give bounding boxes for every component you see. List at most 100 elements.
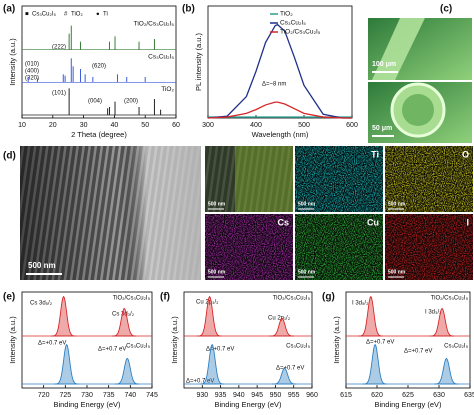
sem-shade xyxy=(20,146,201,280)
x-tick-label: 735 xyxy=(103,392,115,399)
y-axis-label: Intensity (a.u.) xyxy=(332,316,341,364)
plot-frame xyxy=(21,5,177,119)
series-label: TiO₂ xyxy=(161,86,174,93)
series-label: TiO₂/Cs₃Cu₂I₅ xyxy=(134,21,175,28)
annotation: Δ=+0.7 eV xyxy=(98,347,126,353)
series-label: Cs₃Cu₂I₅ xyxy=(148,53,174,60)
peak xyxy=(197,295,222,337)
x-tick-label: 940 xyxy=(233,392,245,399)
element-label: Ti xyxy=(371,149,379,159)
peak xyxy=(272,367,297,385)
scale-label: 500 nm xyxy=(28,261,56,270)
annotation: I 3d₅/₂ xyxy=(352,301,369,307)
x-tick-label: 40 xyxy=(111,122,119,129)
peak xyxy=(114,357,140,385)
element-label: Cs xyxy=(277,217,289,227)
x-axis-label: Wavelength (nm) xyxy=(252,130,309,139)
x-tick-label: 620 xyxy=(371,392,383,399)
x-tick-label: 725 xyxy=(59,392,71,399)
spectrum xyxy=(207,23,352,119)
peak xyxy=(269,317,295,337)
annotation: (400) xyxy=(25,69,39,75)
x-tick-label: 635 xyxy=(464,392,474,399)
annotation: Cs 3d₃/₂ xyxy=(112,312,135,318)
annotation: (010) xyxy=(25,62,39,68)
panel-label: (b) xyxy=(182,4,195,15)
annotation: (004) xyxy=(88,99,102,105)
peak xyxy=(51,295,76,337)
peak xyxy=(433,357,459,385)
x-tick-label: 730 xyxy=(81,392,93,399)
x-tick-label: 615 xyxy=(340,392,352,399)
legend-symbol: ● xyxy=(96,12,100,18)
x-tick-label: 600 xyxy=(346,122,358,129)
annotation: I 3d₃/₂ xyxy=(425,310,442,316)
eds-signal xyxy=(205,214,293,280)
y-axis-label: PL intensity (a.u.) xyxy=(194,32,203,91)
eds-overlay-texture xyxy=(205,146,293,212)
eds-signal xyxy=(385,214,473,280)
x-tick-label: 20 xyxy=(49,122,57,129)
element-label: I xyxy=(466,217,469,227)
legend-text: TiO₂ xyxy=(280,11,293,18)
annotation: Cu 2p₁/₂ xyxy=(268,316,291,322)
scale-label: 500 nm xyxy=(208,269,226,275)
annotation: Δ=+0.7 eV xyxy=(366,340,394,346)
annotation: (320) xyxy=(25,76,39,82)
x-tick-label: 30 xyxy=(80,122,88,129)
y-axis-label: Intensity (a.u.) xyxy=(8,38,17,86)
plot-frame xyxy=(207,5,353,119)
x-tick-label: 630 xyxy=(433,392,445,399)
x-tick-label: 935 xyxy=(215,392,227,399)
x-tick-label: 60 xyxy=(172,122,180,129)
scale-label: 500 nm xyxy=(208,201,226,207)
eds-signal xyxy=(295,146,383,212)
legend-text: TiO₂/Cs₃Cu₂I₅ xyxy=(280,29,321,36)
eds-signal xyxy=(295,214,383,280)
x-tick-label: 300 xyxy=(202,122,214,129)
legend-text: TiO₂ xyxy=(71,12,83,18)
annotation: (101) xyxy=(52,91,66,97)
x-tick-label: 500 xyxy=(298,122,310,129)
peak xyxy=(362,343,388,385)
legend-symbol: ■ xyxy=(25,12,29,18)
peak xyxy=(358,295,383,337)
annotation: Δ=+0.7 eV xyxy=(38,341,66,347)
x-tick-label: 740 xyxy=(124,392,136,399)
x-tick-label: 955 xyxy=(288,392,300,399)
element-label: Cu xyxy=(367,217,379,227)
fiber xyxy=(372,18,425,80)
x-axis-label: Binding Energy (eV) xyxy=(214,400,282,409)
peak xyxy=(111,307,137,337)
series-label: Cs₃Cu₂I₅ xyxy=(286,344,310,350)
x-axis-label: 2 Theta (degree) xyxy=(71,130,127,139)
annotation: Δ=+0.7 eV xyxy=(186,379,214,385)
series-label: Cs₃Cu₂I₅ xyxy=(444,344,468,350)
scale-label: 500 nm xyxy=(388,201,406,207)
x-tick-label: 945 xyxy=(251,392,263,399)
series-label: TiO₂/Cs₃Cu₂I₅ xyxy=(273,296,311,302)
x-tick-label: 625 xyxy=(402,392,414,399)
series-label: TiO₂/Cs₃Cu₂I₅ xyxy=(113,296,151,302)
spectrum xyxy=(207,101,352,119)
annotation: Cs 3d₅/₂ xyxy=(30,301,53,307)
peak xyxy=(54,343,79,385)
peak xyxy=(199,343,225,385)
eds-overlay-tint xyxy=(235,146,293,212)
annotation: Δ=+0.7 eV xyxy=(206,347,234,353)
scale-label: 500 nm xyxy=(298,269,316,275)
x-tick-label: 745 xyxy=(146,392,158,399)
annotation: Δ=+0.7 eV xyxy=(276,366,304,372)
annotation: (200) xyxy=(124,99,138,105)
legend-symbol: # xyxy=(64,12,68,18)
y-axis-label: Intensity (a.u.) xyxy=(8,316,17,364)
annotation: Δ=~8 nm xyxy=(262,82,286,88)
x-tick-label: 960 xyxy=(306,392,318,399)
fiber-core xyxy=(402,94,434,126)
x-tick-label: 720 xyxy=(38,392,50,399)
panel-label: (e) xyxy=(3,292,15,303)
x-axis-label: Binding Energy (eV) xyxy=(53,400,121,409)
x-tick-label: 400 xyxy=(250,122,262,129)
x-tick-label: 50 xyxy=(141,122,149,129)
